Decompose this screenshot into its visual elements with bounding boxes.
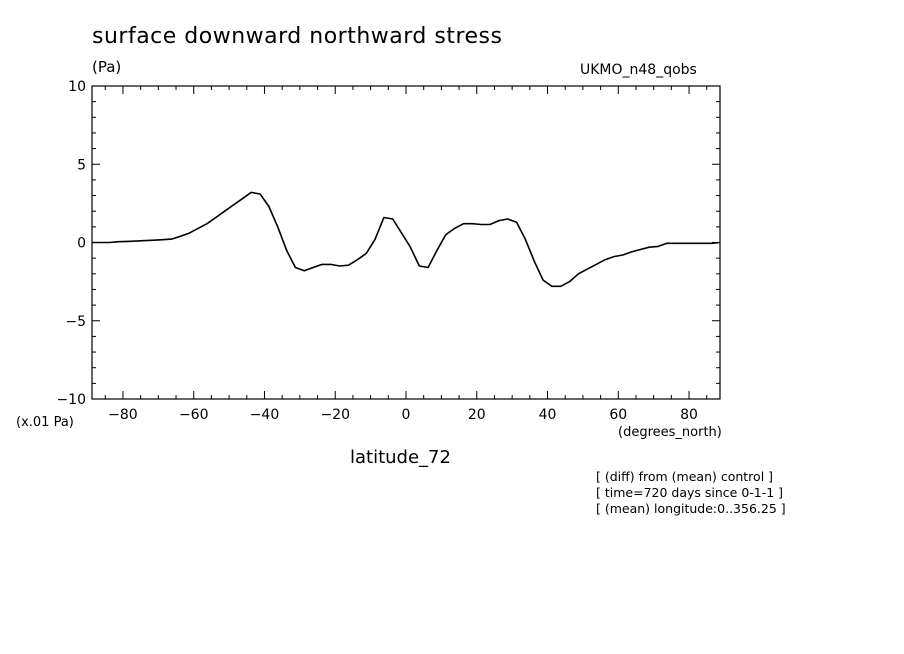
y-tick-label: 0: [77, 236, 86, 252]
y-tick-label: −10: [56, 392, 86, 408]
x-tick-label: 80: [680, 407, 698, 423]
y-tick-label: 5: [77, 157, 86, 173]
x-tick-label: 40: [539, 407, 557, 423]
chart-title: surface downward northward stress: [92, 24, 503, 49]
x-tick-label: 0: [402, 407, 411, 423]
note-diff: [ (diff) from (mean) control ]: [596, 469, 774, 484]
x-tick-label: −80: [108, 407, 138, 423]
y-tick-label: 10: [68, 79, 86, 95]
y-unit-label: (Pa): [92, 58, 122, 76]
series-line: [92, 191, 721, 288]
x-tick-label: −60: [179, 407, 209, 423]
x-unit-label: (degrees_north): [618, 425, 722, 440]
x-tick-label: −20: [320, 407, 350, 423]
x-tick-label: 20: [468, 407, 486, 423]
plot-frame: [91, 85, 721, 400]
note-longitude: [ (mean) longitude:0..356.25 ]: [596, 501, 786, 516]
y-tick-label: −5: [65, 314, 86, 330]
x-tick-label: 60: [609, 407, 627, 423]
note-time: [ time=720 days since 0-1-1 ]: [596, 485, 784, 500]
scale-note: (x.01 Pa): [16, 415, 74, 430]
x-axis-label: latitude_72: [350, 447, 451, 468]
dataset-tag: UKMO_n48_qobs: [580, 62, 697, 78]
x-tick-label: −40: [250, 407, 280, 423]
